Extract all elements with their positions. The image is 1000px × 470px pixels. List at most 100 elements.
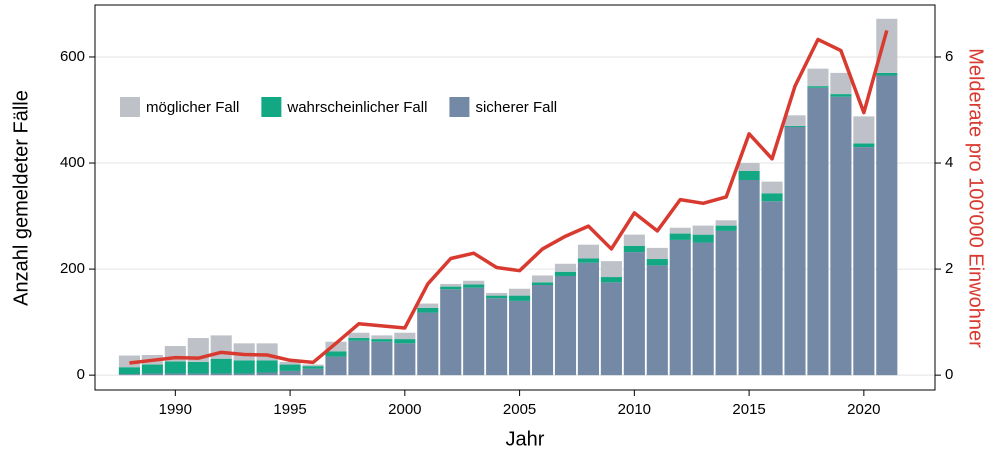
x-axis-label: Jahr bbox=[506, 428, 545, 450]
bar-segment bbox=[669, 233, 691, 240]
bar-segment bbox=[830, 94, 852, 97]
bar-segment bbox=[784, 115, 806, 126]
bar-segment bbox=[807, 68, 829, 87]
bar-segment bbox=[394, 339, 416, 344]
bar-segment bbox=[669, 227, 691, 234]
bar-segment bbox=[761, 193, 783, 202]
bar-segment bbox=[325, 341, 347, 352]
y2-tick-label: 2 bbox=[945, 260, 953, 277]
bar-segment bbox=[669, 239, 691, 376]
y-tick-label: 200 bbox=[60, 260, 85, 277]
bar-segment bbox=[509, 295, 531, 301]
y2-tick-label: 4 bbox=[945, 154, 953, 171]
bar-segment bbox=[807, 86, 829, 88]
bar-segment bbox=[830, 72, 852, 95]
y2-tick-label: 6 bbox=[945, 48, 953, 65]
bar-segment bbox=[830, 96, 852, 376]
bar-segment bbox=[531, 275, 554, 283]
bar-segment bbox=[531, 282, 554, 285]
bar-segment bbox=[256, 372, 278, 376]
bar-segment bbox=[463, 280, 485, 285]
bar-segment bbox=[417, 303, 439, 308]
x-tick-label: 2005 bbox=[503, 401, 536, 418]
x-tick-label: 2015 bbox=[732, 401, 765, 418]
y-axis-label: Anzahl gemeldeter Fälle bbox=[10, 90, 32, 306]
bar-segment bbox=[876, 75, 898, 376]
bar-segment bbox=[164, 361, 186, 374]
bar-segment bbox=[623, 234, 645, 246]
y-tick-label: 600 bbox=[60, 48, 85, 65]
bar-segment bbox=[371, 341, 393, 376]
bar-segment bbox=[371, 335, 393, 340]
bar-segment bbox=[853, 116, 875, 144]
bar-segment bbox=[486, 295, 508, 299]
bar-segment bbox=[600, 277, 622, 283]
bar-segment bbox=[715, 220, 737, 226]
legend-swatch bbox=[261, 97, 282, 117]
bar-segment bbox=[738, 170, 760, 180]
bar-segment bbox=[646, 247, 668, 260]
x-tick-label: 2020 bbox=[847, 401, 880, 418]
bar-segment bbox=[417, 312, 439, 376]
bar-segment bbox=[256, 360, 278, 373]
bar-segment bbox=[210, 358, 232, 374]
bar-segment bbox=[417, 307, 439, 313]
rate-line bbox=[129, 29, 889, 365]
bar-segment bbox=[233, 373, 255, 376]
bar-segment bbox=[554, 275, 577, 376]
legend-label: möglicher Fall bbox=[146, 99, 239, 116]
bar-segment bbox=[187, 373, 209, 376]
bar-segment bbox=[486, 298, 508, 376]
legend-swatch bbox=[449, 97, 470, 117]
bar-segment bbox=[394, 332, 416, 340]
bar-segment bbox=[394, 343, 416, 376]
bar-segment bbox=[623, 252, 645, 376]
bar-segment bbox=[233, 343, 255, 361]
bar-segment bbox=[325, 351, 347, 357]
bar-segment bbox=[210, 373, 232, 376]
bar-segment bbox=[784, 126, 806, 376]
legend-swatch bbox=[120, 97, 140, 117]
bar-segment bbox=[554, 263, 577, 272]
legend-label: sicherer Fall bbox=[475, 99, 557, 116]
bar-segment bbox=[807, 87, 829, 376]
plot-frame bbox=[94, 4, 936, 391]
y-tick-label: 400 bbox=[60, 154, 85, 171]
bar-segment bbox=[738, 180, 760, 376]
bar-segment bbox=[784, 125, 806, 127]
x-tick-label: 1990 bbox=[159, 401, 192, 418]
bar-segment bbox=[302, 364, 324, 367]
bar-segment bbox=[440, 289, 462, 376]
bar-segment bbox=[876, 18, 898, 73]
bar-segment bbox=[692, 225, 714, 235]
bar-segment bbox=[876, 72, 898, 76]
bar-segment bbox=[692, 234, 714, 243]
legend-label: wahrscheinlicher Fall bbox=[286, 99, 427, 116]
x-tick-label: 2000 bbox=[388, 401, 421, 418]
bar-segment bbox=[853, 147, 875, 376]
bar-segment bbox=[141, 364, 163, 374]
bar-segment bbox=[302, 368, 324, 376]
bar-segment bbox=[233, 360, 255, 374]
bar-segment bbox=[279, 370, 301, 376]
bar-segment bbox=[348, 340, 370, 376]
bar-segment bbox=[118, 374, 140, 376]
bar-segment bbox=[463, 284, 485, 288]
bar-segment bbox=[164, 373, 186, 376]
bar-segment bbox=[463, 287, 485, 376]
y2-axis-label: Melderate pro 100'000 Einwohner bbox=[965, 48, 987, 348]
bar-segment bbox=[440, 286, 462, 290]
bar-segment bbox=[761, 181, 783, 194]
bar-segment bbox=[646, 265, 668, 376]
bar-segment bbox=[623, 245, 645, 253]
bar-segment bbox=[761, 201, 783, 376]
bar-segment bbox=[715, 230, 737, 376]
bar-segment bbox=[187, 361, 209, 374]
bar-segment bbox=[577, 258, 599, 263]
y-tick-label: 0 bbox=[77, 366, 85, 383]
bar-segment bbox=[554, 271, 577, 276]
y2-tick-label: 0 bbox=[945, 366, 953, 383]
bar-segment bbox=[509, 288, 531, 296]
bar-segment bbox=[118, 367, 140, 375]
